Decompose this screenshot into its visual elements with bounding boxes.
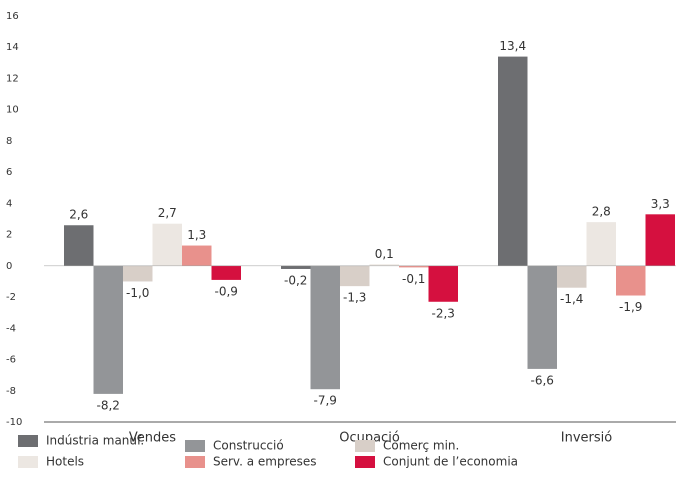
legend-swatch — [355, 440, 375, 452]
bar — [182, 245, 212, 266]
value-label: 13,4 — [499, 39, 526, 53]
y-tick-label: -2 — [6, 292, 16, 303]
x-tick-label: Inversió — [561, 431, 612, 446]
y-tick-label: 10 — [6, 105, 19, 116]
value-label: -1,0 — [126, 286, 149, 300]
value-label: -1,4 — [560, 292, 583, 306]
value-label: 2,7 — [158, 206, 177, 220]
legend-label: Comerç min. — [383, 439, 459, 453]
legend-label: Indústria manuf. — [46, 434, 144, 448]
value-label: 2,8 — [592, 205, 611, 219]
value-label: -1,3 — [343, 291, 366, 305]
y-tick-label: 14 — [6, 42, 19, 53]
bar — [369, 264, 399, 266]
y-tick-label: 2 — [6, 230, 12, 241]
bar — [64, 225, 94, 266]
bar — [93, 265, 123, 394]
bar — [616, 265, 646, 296]
value-label: -6,6 — [531, 373, 554, 387]
bar — [123, 265, 153, 282]
legend-label: Construcció — [213, 439, 284, 453]
value-label: -8,2 — [97, 398, 120, 412]
value-label: -0,1 — [402, 272, 425, 286]
bar — [557, 265, 587, 288]
value-label: -0,2 — [284, 273, 307, 287]
legend-label: Serv. a empreses — [213, 455, 317, 469]
y-tick-label: -6 — [6, 355, 16, 366]
bar — [340, 265, 370, 287]
y-tick-label: -10 — [6, 417, 22, 428]
bar — [281, 265, 311, 269]
bar — [211, 265, 241, 280]
legend-label: Hotels — [46, 455, 84, 469]
bar — [498, 56, 528, 266]
legend-swatch — [185, 456, 205, 468]
value-label: 0,1 — [375, 247, 394, 261]
value-label: -1,9 — [619, 300, 642, 314]
y-tick-label: 16 — [6, 11, 19, 22]
y-tick-label: 8 — [6, 136, 12, 147]
bar — [152, 223, 182, 266]
legend-label: Conjunt de l’economia — [383, 455, 518, 469]
bar — [399, 265, 429, 268]
y-tick-label: -4 — [6, 323, 16, 334]
bar — [527, 265, 557, 369]
x-tick-label: Vendes — [129, 431, 176, 446]
value-label: -0,9 — [215, 284, 238, 298]
y-tick-label: 12 — [6, 73, 19, 84]
bar — [645, 214, 675, 266]
y-tick-label: 0 — [6, 261, 12, 272]
value-label: -2,3 — [432, 306, 455, 320]
legend-swatch — [18, 456, 38, 468]
y-tick-label: 4 — [6, 198, 12, 209]
value-label: 2,6 — [69, 208, 88, 222]
y-tick-label: 6 — [6, 167, 12, 178]
value-label: 1,3 — [187, 228, 206, 242]
legend-swatch — [185, 440, 205, 452]
legend-swatch — [18, 435, 38, 447]
value-label: 3,3 — [651, 197, 670, 211]
x-tick-label: Ocupació — [339, 431, 400, 446]
y-tick-label: -8 — [6, 386, 16, 397]
bar — [310, 265, 340, 390]
legend-swatch — [355, 456, 375, 468]
value-label: -7,9 — [314, 394, 337, 408]
bar — [586, 222, 616, 266]
bar — [428, 265, 458, 302]
